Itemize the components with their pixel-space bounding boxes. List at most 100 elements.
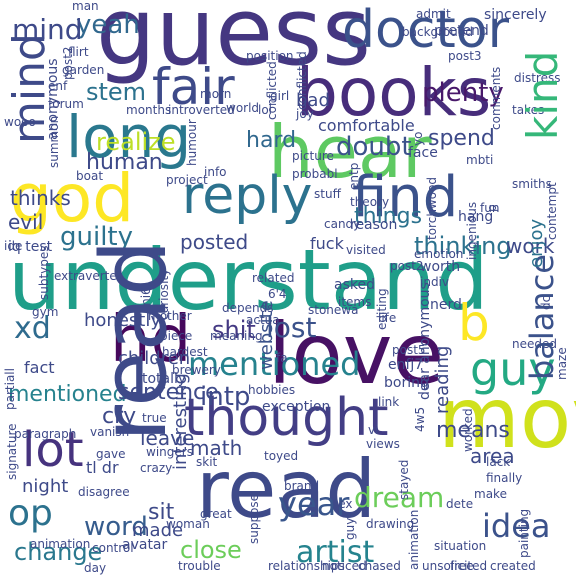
word-ingenious: p bbox=[485, 204, 499, 212]
word-picture: picture bbox=[292, 149, 334, 163]
word-wingers: wingers bbox=[146, 445, 193, 459]
word-kind: kind bbox=[518, 50, 567, 140]
word-info: humour bbox=[185, 119, 199, 166]
word-fun: comments bbox=[489, 66, 503, 130]
word-contempt: contempt bbox=[545, 182, 559, 240]
word-stayed: stayed bbox=[397, 459, 411, 500]
word-unsolicited: chased bbox=[358, 559, 401, 573]
word-long: long bbox=[66, 103, 192, 171]
word-bad: bad bbox=[296, 90, 330, 111]
word-area: area bbox=[470, 444, 515, 468]
word-crazy: crazy bbox=[140, 461, 173, 475]
word-spend: spend bbox=[428, 126, 495, 151]
word-control: animation bbox=[30, 537, 91, 551]
word-4w5: 4w5 bbox=[413, 406, 427, 432]
word-hang: hang bbox=[458, 209, 494, 225]
word-books: books bbox=[296, 54, 492, 131]
word-means: means bbox=[436, 418, 510, 443]
word-lack: lack bbox=[486, 455, 511, 469]
word-link: link bbox=[378, 395, 400, 409]
word-conflicted: yo bbox=[411, 131, 425, 146]
word-math: math bbox=[190, 436, 243, 460]
word-sentence: sentence bbox=[118, 380, 219, 405]
word-leave: leave bbox=[140, 426, 195, 450]
word-admit: admit bbox=[416, 7, 451, 21]
word-woman: woman bbox=[166, 517, 210, 531]
word-piece: piece bbox=[160, 329, 193, 343]
word-maze: needed bbox=[512, 337, 557, 351]
word-evil: evil bbox=[8, 210, 44, 234]
word-drawing: drawing bbox=[366, 517, 415, 531]
word-free: unsolicited bbox=[422, 559, 488, 573]
word-finally: finally bbox=[486, 471, 523, 485]
word-depends: depends bbox=[222, 301, 274, 315]
word-garden: garden bbox=[62, 63, 105, 77]
word-actua: actua bbox=[246, 313, 280, 327]
word-dete: dete bbox=[446, 497, 474, 511]
word-life: life bbox=[378, 311, 397, 325]
word-cry: cry bbox=[102, 404, 137, 429]
word-sex: sex bbox=[332, 497, 353, 511]
word-post5: post5 bbox=[392, 343, 426, 357]
word-theory: theory bbox=[350, 195, 390, 209]
word-project: maze bbox=[555, 347, 569, 380]
word-wooo: wooo bbox=[4, 115, 36, 129]
word-made: made bbox=[132, 520, 184, 541]
word-reply: reply bbox=[182, 166, 313, 226]
word-months: months bbox=[126, 103, 172, 117]
word-distress: distress bbox=[514, 71, 561, 85]
word-human: human bbox=[86, 150, 163, 175]
word-word: change bbox=[14, 538, 103, 566]
word-work: work bbox=[506, 234, 555, 258]
word-thinks: thinks bbox=[10, 186, 71, 210]
word-needed: day bbox=[84, 561, 107, 575]
word-lost: shit bbox=[212, 316, 256, 344]
word-hear: hear bbox=[268, 110, 432, 194]
word-fuck: fuck bbox=[310, 234, 344, 253]
word-website: website bbox=[256, 300, 277, 370]
word-stem: stem bbox=[86, 78, 147, 106]
word-boring: boring bbox=[384, 375, 429, 391]
word-indiv: indiv bbox=[420, 275, 449, 289]
word-making: editing bbox=[375, 288, 389, 330]
word-forum: forum bbox=[48, 97, 84, 111]
word-gave: gave bbox=[96, 447, 126, 461]
word-ar: post2 bbox=[390, 259, 424, 273]
word-vanish: vanish bbox=[90, 425, 130, 439]
word-worked: worked bbox=[461, 408, 475, 452]
word-stonewa: stonewa bbox=[308, 303, 359, 317]
word-views: views bbox=[366, 437, 400, 451]
word-animation: animation bbox=[407, 509, 421, 570]
word-comments: conflicted bbox=[265, 61, 279, 120]
word-understand: understand bbox=[8, 231, 489, 329]
word-curiosity: curiosity bbox=[157, 268, 171, 320]
word-xd: word bbox=[84, 512, 148, 542]
word-face: face bbox=[408, 145, 438, 161]
word-stuff: stuff bbox=[314, 187, 341, 201]
word-great: great bbox=[200, 507, 232, 521]
word-close: artist bbox=[296, 535, 375, 570]
word-reason: reason bbox=[350, 217, 398, 233]
word-totally: totally bbox=[142, 371, 187, 387]
word-mother: mother bbox=[148, 309, 192, 323]
word-painting: painting bbox=[517, 508, 531, 558]
word-suppose: suppose bbox=[247, 493, 261, 544]
word-op: lot bbox=[22, 422, 84, 478]
word-torchwood: torchwood bbox=[425, 176, 439, 240]
word-iq-test: iq test bbox=[8, 239, 53, 255]
word-movie: thought bbox=[184, 388, 389, 448]
word-thought: read bbox=[196, 443, 377, 536]
word-trouble: avatar bbox=[122, 537, 168, 553]
word-find: find bbox=[352, 165, 459, 230]
word-hard: hard bbox=[246, 128, 297, 153]
word-balance: balance bbox=[523, 254, 561, 380]
word-gym: gym bbox=[32, 305, 59, 319]
word-dream: year bbox=[278, 485, 350, 523]
word-nerd: nerd bbox=[430, 297, 462, 313]
word-pretend: pretend bbox=[434, 23, 489, 39]
word-noticed: relationships bbox=[268, 559, 345, 573]
word-nice: mentioned bbox=[188, 345, 361, 383]
word-thinking: thinking bbox=[414, 232, 512, 260]
word-lot: guy bbox=[470, 342, 556, 396]
